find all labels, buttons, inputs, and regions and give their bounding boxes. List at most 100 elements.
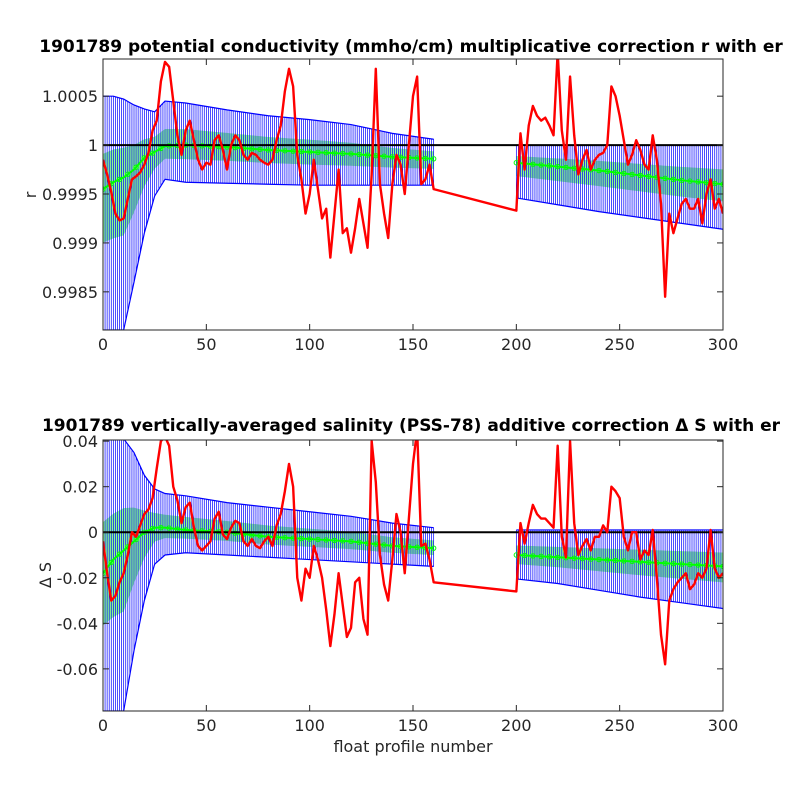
correction-marker bbox=[621, 170, 627, 177]
error-lower-line bbox=[103, 178, 434, 330]
measured-line bbox=[103, 59, 723, 298]
correction-marker bbox=[340, 150, 346, 157]
y-tick-label: 0.999 bbox=[52, 234, 98, 253]
correction-marker bbox=[645, 559, 652, 565]
y-tick-label: -0.04 bbox=[57, 614, 98, 633]
correction-marker bbox=[596, 167, 602, 174]
correction-marker bbox=[414, 544, 420, 550]
correction-marker bbox=[356, 151, 362, 158]
correction-marker bbox=[149, 150, 156, 156]
correction-marker bbox=[712, 180, 718, 187]
correction-marker bbox=[323, 150, 329, 156]
correction-marker bbox=[373, 541, 379, 547]
correction-marker bbox=[546, 554, 553, 560]
error-lower-line bbox=[516, 197, 723, 230]
correction-marker bbox=[265, 147, 272, 153]
y-tick-label: 0.02 bbox=[62, 478, 98, 497]
correction-marker bbox=[108, 559, 114, 565]
correction-marker bbox=[282, 534, 288, 541]
correction-marker bbox=[530, 161, 536, 167]
correction-marker bbox=[670, 560, 677, 567]
correction-marker bbox=[695, 179, 701, 185]
x-tick-label: 100 bbox=[294, 716, 325, 735]
panel-conductivity-correction: 1901789 potential conductivity (mmho/cm)… bbox=[21, 37, 783, 354]
x-tick-label: 300 bbox=[708, 335, 739, 354]
x-tick-label: 150 bbox=[398, 335, 429, 354]
correction-marker bbox=[257, 533, 263, 539]
x-tick-label: 300 bbox=[708, 716, 739, 735]
correction-marker bbox=[604, 557, 610, 563]
correction-marker bbox=[323, 537, 329, 543]
correction-marker bbox=[348, 151, 354, 157]
correction-marker bbox=[149, 525, 156, 532]
error-lower-line bbox=[516, 578, 723, 610]
correction-line bbox=[516, 161, 723, 186]
y-tick-label: -0.06 bbox=[57, 660, 98, 679]
correction-marker bbox=[678, 177, 685, 184]
correction-marker bbox=[563, 164, 569, 171]
correction-marker bbox=[158, 145, 164, 152]
plot-area bbox=[103, 59, 723, 330]
correction-marker bbox=[637, 172, 644, 179]
y-tick-label: 0.9985 bbox=[42, 283, 98, 302]
correction-marker bbox=[678, 561, 685, 567]
panel-title: 1901789 vertically-averaged salinity (PS… bbox=[42, 416, 781, 436]
correction-marker bbox=[381, 542, 387, 548]
x-tick-label: 250 bbox=[604, 716, 635, 735]
correction-marker bbox=[331, 537, 338, 544]
correction-marker bbox=[282, 148, 288, 154]
correction-marker bbox=[530, 553, 536, 559]
y-tick-label: 1 bbox=[88, 136, 98, 155]
correction-marker bbox=[166, 525, 172, 531]
y-tick-label: 0.04 bbox=[62, 432, 98, 451]
y-tick-label: -0.02 bbox=[57, 569, 98, 588]
panel-title: 1901789 potential conductivity (mmho/cm)… bbox=[39, 37, 783, 57]
correction-marker bbox=[695, 562, 701, 568]
correction-marker bbox=[662, 175, 668, 182]
correction-marker bbox=[621, 558, 627, 564]
correction-marker bbox=[571, 555, 577, 561]
correction-marker bbox=[389, 154, 396, 160]
y-tick-label: 1.0005 bbox=[42, 87, 98, 106]
correction-marker bbox=[588, 556, 594, 562]
correction-marker bbox=[315, 149, 321, 156]
correction-marker bbox=[538, 553, 544, 560]
error-lower-line bbox=[103, 552, 434, 711]
y-axis-label: Δ S bbox=[36, 562, 55, 588]
plot-area bbox=[103, 440, 723, 711]
error-upper-line bbox=[103, 95, 434, 140]
segment-1 bbox=[513, 529, 723, 610]
correction-marker bbox=[340, 538, 346, 544]
correction-marker bbox=[546, 163, 553, 169]
correction-marker bbox=[306, 536, 313, 542]
correction-marker bbox=[554, 163, 561, 170]
correction-marker bbox=[430, 156, 437, 162]
correction-marker bbox=[662, 560, 668, 566]
correction-marker bbox=[596, 556, 602, 563]
correction-marker bbox=[629, 171, 635, 178]
correction-marker bbox=[249, 146, 255, 152]
correction-marker bbox=[133, 164, 139, 170]
correction-marker bbox=[612, 557, 619, 564]
correction-marker bbox=[579, 555, 586, 562]
segment-0 bbox=[103, 440, 437, 711]
correction-marker bbox=[125, 171, 131, 177]
correction-marker bbox=[158, 524, 164, 531]
correction-marker bbox=[521, 552, 528, 559]
x-tick-label: 200 bbox=[501, 716, 532, 735]
correction-marker bbox=[348, 538, 354, 545]
correction-marker bbox=[381, 153, 387, 159]
segment-0 bbox=[103, 95, 437, 330]
correction-marker bbox=[257, 146, 263, 153]
correction-marker bbox=[612, 169, 619, 176]
correction-marker bbox=[687, 178, 693, 184]
correction-marker bbox=[629, 558, 635, 565]
y-tick-label: 0 bbox=[88, 523, 98, 542]
correction-marker bbox=[315, 536, 321, 543]
x-tick-label: 150 bbox=[398, 716, 429, 735]
segment-1 bbox=[513, 144, 723, 230]
correction-marker bbox=[430, 545, 437, 551]
correction-marker bbox=[306, 149, 313, 155]
x-tick-label: 250 bbox=[604, 335, 635, 354]
